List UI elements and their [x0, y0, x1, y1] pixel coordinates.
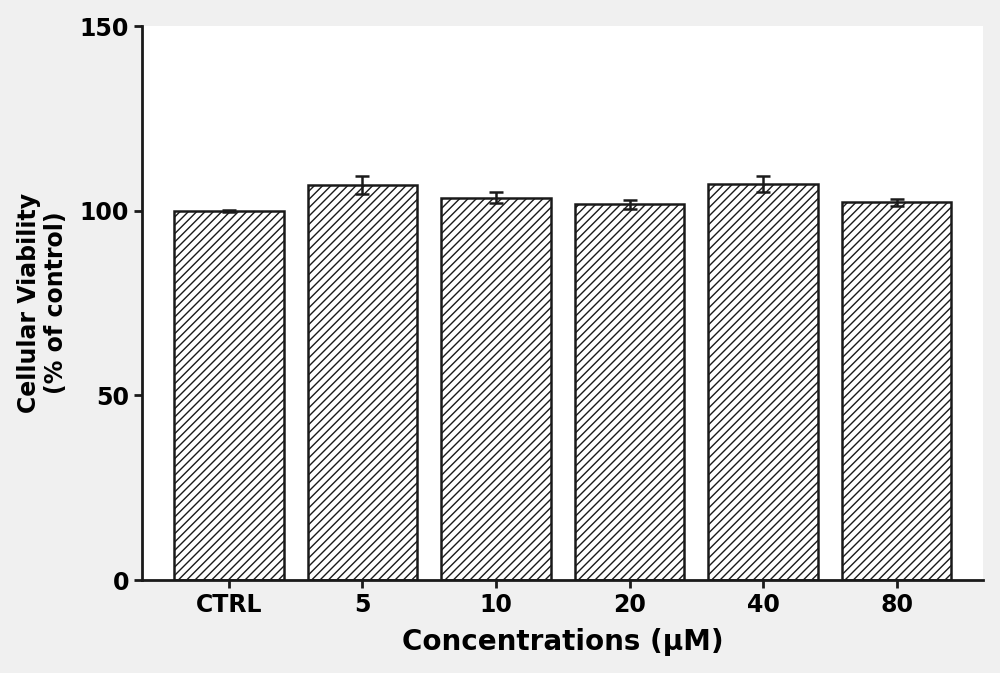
Bar	[708, 184, 818, 580]
Bar	[308, 185, 417, 580]
X-axis label: Concentrations (μM): Concentrations (μM)	[402, 629, 724, 656]
Bar	[174, 211, 284, 580]
Y-axis label: Cellular Viability
(% of control): Cellular Viability (% of control)	[17, 193, 68, 413]
Bar	[441, 198, 551, 580]
Bar	[842, 203, 951, 580]
Bar	[575, 204, 684, 580]
